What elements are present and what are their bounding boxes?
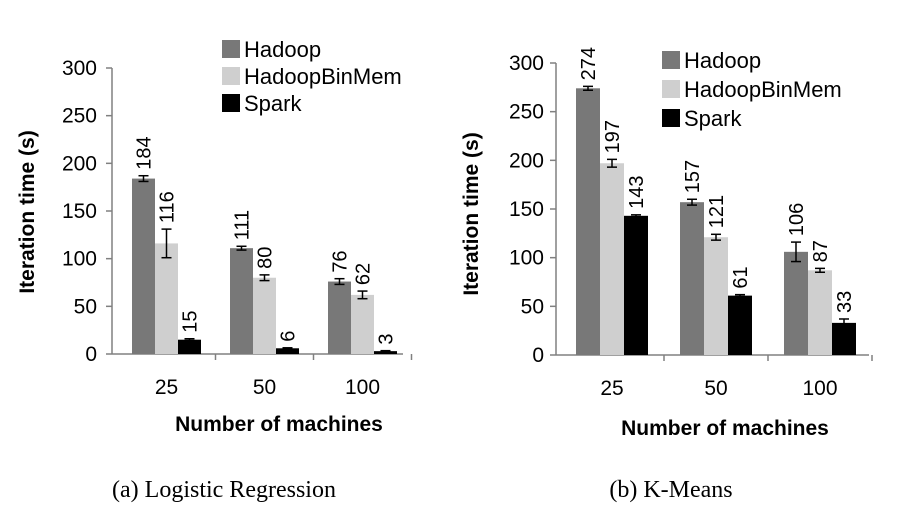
legend: Hadoop HadoopBinMem Spark bbox=[662, 48, 842, 131]
bar-hadoop-50 bbox=[230, 248, 253, 354]
data-label: 76 bbox=[330, 250, 352, 272]
data-label: 61 bbox=[730, 266, 752, 288]
error-bar bbox=[236, 245, 247, 251]
chart-logistic-regression: Iteration time (s) Number of machines (a… bbox=[16, 37, 413, 503]
error-bar bbox=[711, 233, 721, 241]
y-tick-label: 100 bbox=[509, 247, 544, 270]
bar-hadoop-100 bbox=[328, 281, 351, 354]
y-tick-label: 250 bbox=[509, 101, 544, 124]
legend-swatch-hadoop bbox=[222, 40, 240, 58]
error-bar bbox=[839, 318, 849, 328]
bar-spark-50 bbox=[728, 295, 752, 355]
error-bar bbox=[583, 85, 593, 92]
y-tick-label: 50 bbox=[521, 295, 544, 318]
legend-swatch-hadoop bbox=[662, 51, 680, 69]
data-label: 157 bbox=[682, 160, 704, 193]
error-bar bbox=[687, 198, 697, 206]
bar-spark-100 bbox=[832, 322, 856, 355]
legend-swatch-spark bbox=[222, 94, 240, 112]
y-tick-label: 300 bbox=[509, 52, 544, 75]
legend-label-spark: Spark bbox=[684, 106, 742, 131]
y-tick-label: 100 bbox=[62, 248, 97, 271]
data-label: 62 bbox=[353, 263, 375, 285]
x-tick-label: 100 bbox=[802, 377, 837, 400]
x-tick-label: 25 bbox=[600, 377, 623, 400]
bar-hadoop-25 bbox=[576, 88, 600, 355]
error-bar bbox=[735, 293, 745, 298]
x-tick-label: 50 bbox=[253, 376, 276, 399]
bar-hadoopbinmem-100 bbox=[808, 270, 832, 355]
data-label: 121 bbox=[706, 195, 728, 228]
data-label: 6 bbox=[278, 331, 300, 342]
error-bar bbox=[334, 277, 345, 286]
error-bar bbox=[259, 274, 270, 282]
legend-label-hadoopbinmem: HadoopBinMem bbox=[684, 77, 842, 102]
data-label: 143 bbox=[626, 175, 648, 208]
y-tick-label: 150 bbox=[62, 200, 97, 223]
x-tick-label: 25 bbox=[155, 376, 178, 399]
y-tick-label: 250 bbox=[62, 105, 97, 128]
error-bar bbox=[607, 158, 617, 168]
bar-hadoop-100 bbox=[784, 251, 808, 355]
error-bar bbox=[161, 228, 172, 259]
bar-spark-25 bbox=[624, 215, 648, 355]
error-bar bbox=[791, 241, 801, 263]
x-tick-label: 50 bbox=[704, 377, 727, 400]
bar-hadoopbinmem-25 bbox=[600, 163, 624, 355]
y-tick-label: 300 bbox=[62, 57, 97, 80]
bar-spark-25 bbox=[178, 339, 201, 354]
legend-label-hadoopbinmem: HadoopBinMem bbox=[244, 64, 402, 89]
error-bar bbox=[282, 347, 293, 350]
bar-hadoop-50 bbox=[680, 202, 704, 355]
x-tick-label: 100 bbox=[345, 376, 380, 399]
y-tick-label: 50 bbox=[74, 295, 97, 318]
legend-label-spark: Spark bbox=[244, 91, 302, 116]
legend-label-hadoop: Hadoop bbox=[244, 37, 321, 62]
y-tick-label: 200 bbox=[62, 152, 97, 175]
data-label: 197 bbox=[602, 120, 624, 153]
y-tick-label: 200 bbox=[509, 149, 544, 172]
error-bar bbox=[138, 174, 149, 183]
bar-hadoop-25 bbox=[132, 178, 155, 354]
data-label: 111 bbox=[232, 210, 254, 240]
data-label: 3 bbox=[376, 334, 398, 345]
data-label: 33 bbox=[834, 291, 856, 313]
error-bar bbox=[184, 337, 195, 342]
error-bar bbox=[815, 267, 825, 274]
bar-hadoopbinmem-50 bbox=[704, 237, 728, 355]
bar-hadoopbinmem-100 bbox=[351, 294, 374, 354]
x-axis-title: Number of machines bbox=[621, 417, 829, 440]
data-label: 184 bbox=[134, 136, 156, 169]
x-axis-title: Number of machines bbox=[175, 413, 383, 436]
legend-label-hadoop: Hadoop bbox=[684, 48, 761, 73]
chart-caption: (b) K-Means bbox=[609, 477, 732, 503]
error-bar bbox=[631, 214, 641, 218]
chart-caption: (a) Logistic Regression bbox=[112, 477, 336, 503]
data-label: 80 bbox=[255, 247, 277, 269]
legend-swatch-hadoopbinmem bbox=[222, 67, 240, 85]
legend-swatch-hadoopbinmem bbox=[662, 80, 680, 98]
y-axis-title: Iteration time (s) bbox=[16, 130, 39, 293]
chart-k-means: Iteration time (s) Number of machines (b… bbox=[460, 47, 873, 503]
error-bar bbox=[380, 349, 391, 353]
error-bar bbox=[357, 290, 368, 300]
data-label: 15 bbox=[180, 310, 202, 332]
y-axis-title: Iteration time (s) bbox=[460, 132, 483, 295]
data-label: 116 bbox=[157, 191, 179, 223]
legend-swatch-spark bbox=[662, 109, 680, 127]
data-label: 274 bbox=[578, 47, 600, 80]
bar-hadoopbinmem-50 bbox=[253, 277, 276, 354]
data-label: 87 bbox=[810, 240, 832, 262]
data-label: 106 bbox=[786, 203, 808, 236]
y-tick-label: 0 bbox=[85, 343, 97, 366]
bar-spark-100 bbox=[374, 351, 397, 354]
bar-hadoopbinmem-25 bbox=[155, 243, 178, 354]
y-tick-label: 150 bbox=[509, 198, 544, 221]
y-tick-label: 0 bbox=[532, 344, 544, 367]
bar-spark-50 bbox=[276, 348, 299, 354]
